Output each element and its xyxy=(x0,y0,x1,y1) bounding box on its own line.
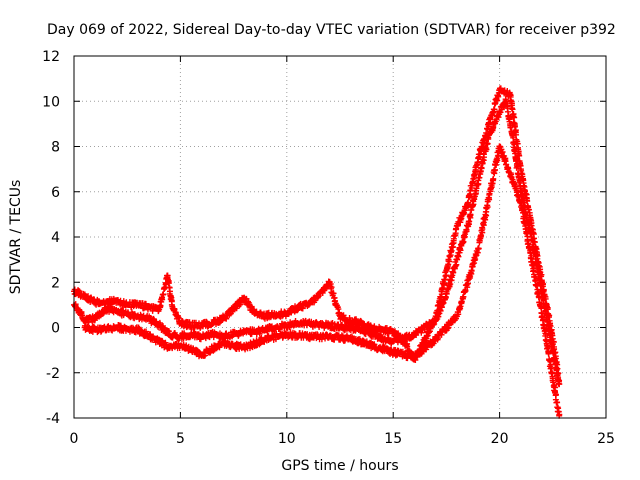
data-point xyxy=(526,243,533,250)
data-point xyxy=(479,226,486,233)
y-tick-label: 2 xyxy=(51,275,60,291)
axis-ticks xyxy=(73,55,607,419)
data-point xyxy=(175,314,182,321)
data-point xyxy=(525,206,532,213)
y-tick-label: 6 xyxy=(51,185,60,201)
data-point xyxy=(202,352,209,359)
data-point xyxy=(79,312,86,319)
data-point xyxy=(457,247,464,254)
data-point xyxy=(551,349,558,356)
data-point xyxy=(438,331,445,338)
data-point xyxy=(210,347,217,354)
data-point xyxy=(434,302,441,309)
y-tick-label: 0 xyxy=(51,321,60,337)
data-point xyxy=(480,222,487,229)
y-tick-labels: -4 -2 0 2 4 6 8 10 12 xyxy=(42,49,60,427)
data-point xyxy=(458,215,465,222)
y-tick-label: 12 xyxy=(42,49,60,65)
data-point xyxy=(544,345,551,352)
x-tick-label: 10 xyxy=(278,431,296,447)
data-point xyxy=(458,299,465,306)
data-point xyxy=(507,122,514,129)
data-point xyxy=(475,245,482,252)
data-point xyxy=(463,228,470,235)
data-point xyxy=(533,282,540,289)
data-point xyxy=(491,167,498,174)
data-point xyxy=(540,316,547,323)
data-point xyxy=(542,331,549,338)
data-point xyxy=(153,318,160,325)
data-point xyxy=(539,283,546,290)
data-point xyxy=(465,199,472,206)
data-point xyxy=(100,309,107,316)
data-point xyxy=(160,291,167,298)
x-tick-label: 25 xyxy=(597,431,615,447)
series-2 xyxy=(81,143,563,419)
data-point xyxy=(446,258,453,265)
data-point xyxy=(523,197,530,204)
data-point xyxy=(404,343,411,350)
data-point xyxy=(535,262,542,269)
data-point xyxy=(455,311,462,318)
data-point xyxy=(338,332,345,339)
data-point xyxy=(462,288,469,295)
data-point xyxy=(542,337,549,344)
x-tick-label: 20 xyxy=(491,431,509,447)
data-point xyxy=(534,255,541,262)
data-point xyxy=(511,114,518,121)
x-tick-label: 15 xyxy=(384,431,402,447)
data-point xyxy=(453,261,460,268)
data-point xyxy=(413,332,420,339)
data-point xyxy=(494,97,501,104)
data-point xyxy=(438,294,445,301)
x-tick-labels: 0 5 10 15 20 25 xyxy=(70,431,615,447)
data-point xyxy=(478,165,485,172)
data-point xyxy=(171,305,178,312)
data-series xyxy=(71,85,563,419)
data-point xyxy=(511,122,518,129)
data-point xyxy=(330,290,337,297)
data-point xyxy=(510,178,517,185)
y-tick-label: -2 xyxy=(46,366,60,382)
series-0 xyxy=(71,96,563,388)
data-point xyxy=(516,152,523,159)
data-point xyxy=(418,329,425,336)
data-point xyxy=(444,325,451,332)
y-tick-label: -4 xyxy=(46,411,60,427)
data-point xyxy=(483,129,490,136)
data-point xyxy=(460,210,467,217)
y-axis-title: SDTVAR / TECUs xyxy=(8,180,24,295)
data-point xyxy=(76,288,83,295)
y-tick-label: 4 xyxy=(51,230,60,246)
data-point xyxy=(556,381,563,388)
data-point xyxy=(531,239,538,246)
chart-title: Day 069 of 2022, Sidereal Day-to-day VTE… xyxy=(47,22,616,38)
data-point xyxy=(494,92,501,99)
x-tick-label: 5 xyxy=(176,431,185,447)
data-point xyxy=(491,106,498,113)
data-point xyxy=(468,206,475,213)
y-tick-label: 8 xyxy=(51,140,60,156)
y-tick-label: 10 xyxy=(42,94,60,110)
data-point xyxy=(483,145,490,152)
data-point xyxy=(520,180,527,187)
data-point xyxy=(446,282,453,289)
data-point xyxy=(545,350,552,357)
data-point xyxy=(484,203,491,210)
data-point xyxy=(455,253,462,260)
data-point xyxy=(165,328,172,335)
x-tick-label: 0 xyxy=(70,431,79,447)
data-point xyxy=(490,175,497,182)
data-point xyxy=(509,106,516,113)
x-axis-title: GPS time / hours xyxy=(281,458,398,474)
